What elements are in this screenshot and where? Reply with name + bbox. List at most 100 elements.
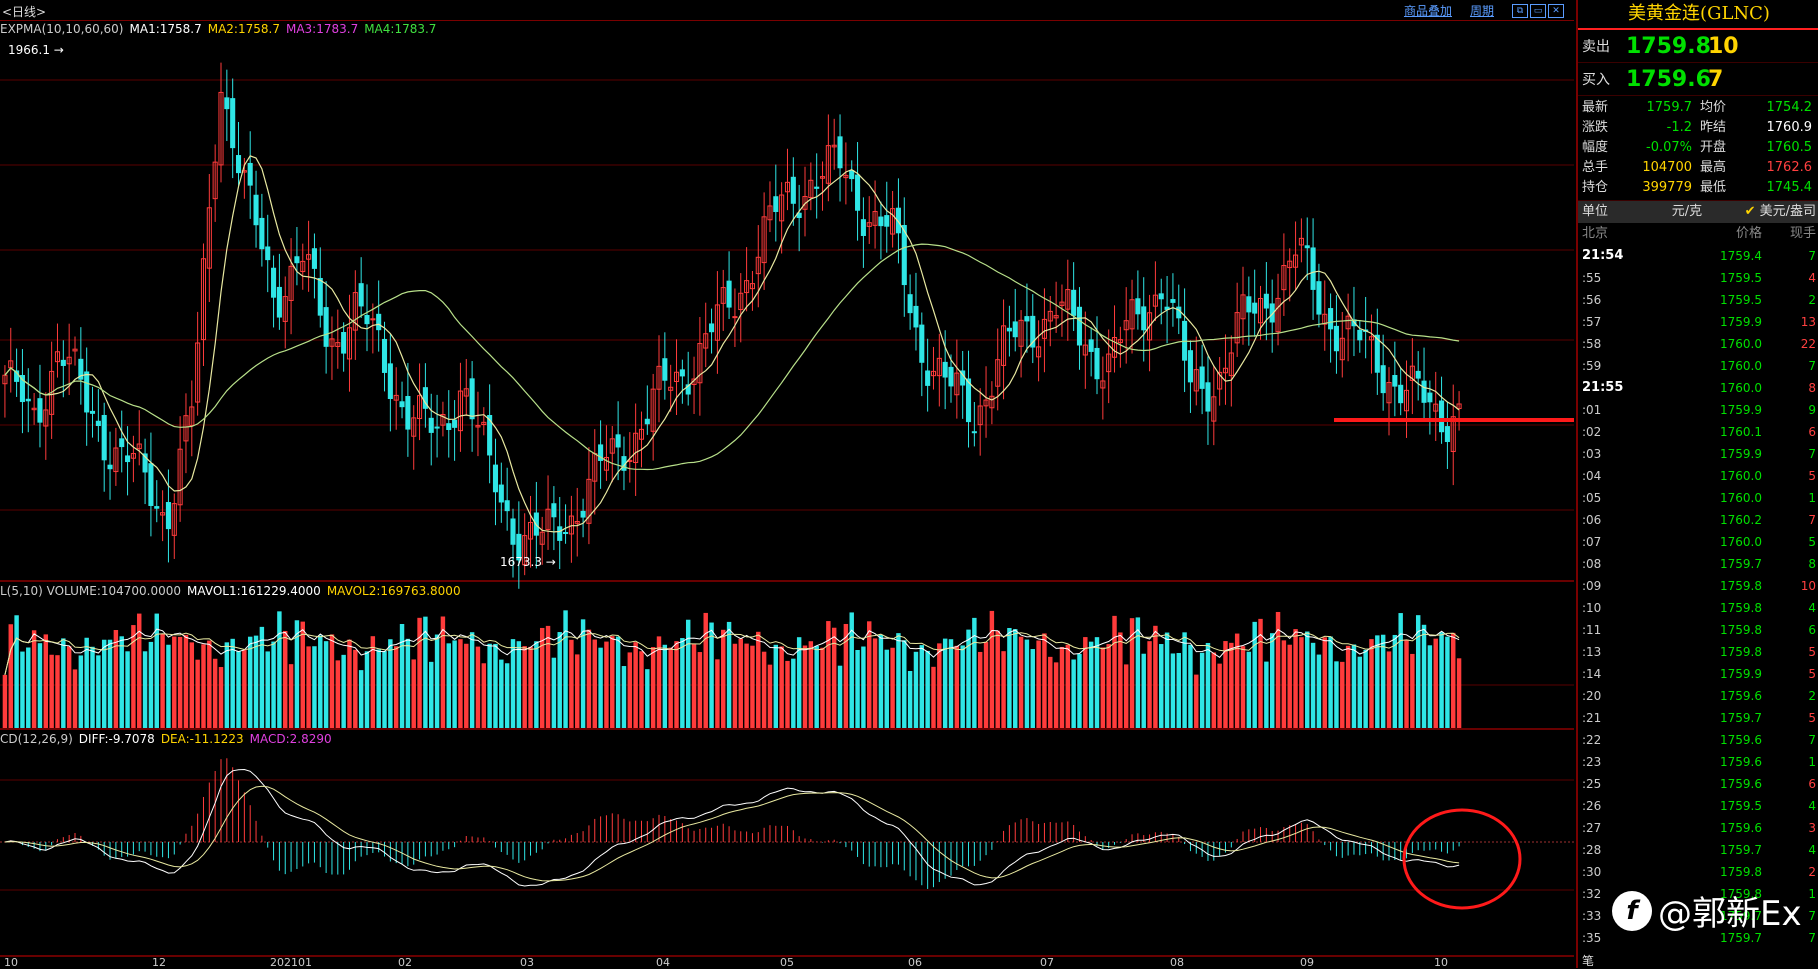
- cycle-label[interactable]: <日线>: [2, 5, 47, 19]
- stat-row: 最新 1759.7 均价 1754.2: [1582, 98, 1816, 118]
- stat-row: 总手 104700 最高 1762.6: [1582, 158, 1816, 178]
- candle-body: [965, 378, 972, 423]
- candle-body: [551, 503, 557, 518]
- candle-body: [1106, 353, 1112, 373]
- tick-row[interactable]: :11 1759.8 6: [1578, 619, 1818, 641]
- volume-bar: [212, 658, 218, 728]
- kline-chart-area[interactable]: 1966.1 → 1673.3 → 10 12 202101 02 03 04 05 06 07 0…: [0, 0, 1574, 968]
- tick-row[interactable]: :28 1759.7 4: [1578, 839, 1818, 861]
- close-icon[interactable]: ✕: [1548, 3, 1564, 18]
- candle-body: [60, 359, 66, 366]
- tick-row[interactable]: :30 1759.8 2: [1578, 861, 1818, 883]
- volume-bar: [1269, 633, 1275, 728]
- tick-row[interactable]: :57 1759.9 13: [1578, 311, 1818, 333]
- candle-body: [633, 432, 639, 464]
- tick-qty: 13: [1800, 315, 1816, 329]
- tick-row[interactable]: :08 1759.7 8: [1578, 553, 1818, 575]
- kline-chart[interactable]: 1966.1 → 1673.3 → 10 12 202101 02 03 04 05 06 07 0…: [0, 0, 1574, 968]
- volume-bar: [849, 612, 854, 728]
- instrument-title: 美黄金连(GLNC): [1578, 0, 1818, 30]
- tick-row[interactable]: :02 1760.1 6: [1578, 421, 1818, 443]
- tick-time: :22: [1582, 733, 1602, 747]
- tick-row[interactable]: :26 1759.5 4: [1578, 795, 1818, 817]
- tick-row[interactable]: :59 1760.0 7: [1578, 355, 1818, 377]
- candle-body: [977, 405, 983, 426]
- candle-body: [1322, 313, 1328, 325]
- unit-cny[interactable]: 元/克: [1671, 204, 1703, 219]
- tick-time: :58: [1582, 337, 1602, 351]
- tick-row[interactable]: :32 1759.8 1: [1578, 883, 1818, 905]
- tick-row[interactable]: :22 1759.6 7: [1578, 729, 1818, 751]
- tick-row[interactable]: :03 1759.9 7: [1578, 443, 1818, 465]
- candle-body: [475, 425, 481, 428]
- tick-row[interactable]: :20 1759.6 2: [1578, 685, 1818, 707]
- volume-bar: [148, 641, 154, 728]
- buy-row[interactable]: 买入 1759.6 7: [1578, 63, 1818, 96]
- volume-bar: [1427, 645, 1433, 728]
- tick-qty: 1: [1808, 887, 1816, 901]
- candle-body: [1170, 299, 1176, 303]
- candle-body: [901, 225, 907, 286]
- volume-bar: [37, 643, 43, 728]
- candle-body: [235, 155, 242, 174]
- volume-bar: [230, 638, 235, 728]
- volume-bar: [598, 647, 603, 728]
- candle-body: [790, 176, 796, 204]
- candle-body: [855, 174, 861, 211]
- tick-row[interactable]: :07 1760.0 5: [1578, 531, 1818, 553]
- split-icon[interactable]: ▭: [1530, 3, 1546, 18]
- tick-list[interactable]: 21:54 1759.4 7:55 1759.5 4:56 1759.5 2:57 1759.…: [1578, 245, 1818, 949]
- volume-bar: [820, 647, 825, 728]
- mavol1-label: MAVOL1:161229.4000: [187, 584, 321, 598]
- candle-body: [492, 464, 499, 493]
- tick-row[interactable]: :27 1759.6 3: [1578, 817, 1818, 839]
- tick-row[interactable]: :35 1759.7 7: [1578, 927, 1818, 949]
- tick-row[interactable]: :33 1759.7 7: [1578, 905, 1818, 927]
- candle-body: [463, 388, 469, 397]
- tick-row[interactable]: :55 1759.5 4: [1578, 267, 1818, 289]
- candle-body: [1018, 319, 1024, 347]
- tick-row[interactable]: 21:55 1760.0 8: [1578, 377, 1818, 399]
- tick-time: :03: [1582, 447, 1602, 461]
- mavol2-label: MAVOL2:169763.8000: [326, 584, 461, 598]
- candle-body: [224, 97, 230, 110]
- candle-body: [1176, 306, 1182, 319]
- tick-qty: 7: [1808, 733, 1816, 747]
- period-link[interactable]: 周期: [1469, 4, 1494, 18]
- overlay-link[interactable]: 商品叠加: [1403, 4, 1452, 18]
- tick-qty: 5: [1808, 469, 1816, 483]
- volume-bar: [791, 658, 796, 728]
- restore-icon[interactable]: ⧉: [1512, 3, 1528, 18]
- candle-body: [66, 356, 72, 365]
- tick-row[interactable]: :01 1759.9 9: [1578, 399, 1818, 421]
- candle-body: [767, 205, 773, 221]
- volume-bar: [1205, 642, 1211, 728]
- tick-row[interactable]: :14 1759.9 5: [1578, 663, 1818, 685]
- candle-body: [1076, 306, 1083, 346]
- tick-row[interactable]: :23 1759.6 1: [1578, 751, 1818, 773]
- volume-bar: [1310, 642, 1316, 728]
- tick-row[interactable]: :13 1759.8 5: [1578, 641, 1818, 663]
- volume-bar: [604, 641, 609, 728]
- tick-row[interactable]: 21:54 1759.4 7: [1578, 245, 1818, 267]
- tick-row[interactable]: :05 1760.0 1: [1578, 487, 1818, 509]
- tick-row[interactable]: :06 1760.2 7: [1578, 509, 1818, 531]
- tick-row[interactable]: :10 1759.8 4: [1578, 597, 1818, 619]
- tick-row[interactable]: :56 1759.5 2: [1578, 289, 1818, 311]
- tick-row[interactable]: :25 1759.6 6: [1578, 773, 1818, 795]
- candle-body: [177, 448, 183, 506]
- tick-row[interactable]: :21 1759.7 5: [1578, 707, 1818, 729]
- candle-body: [364, 315, 370, 325]
- candle-body: [907, 294, 913, 314]
- tick-row[interactable]: :04 1760.0 5: [1578, 465, 1818, 487]
- volume-bar: [242, 650, 247, 728]
- sell-row[interactable]: 卖出 1759.8 10: [1578, 30, 1818, 63]
- volume-bar: [364, 651, 370, 728]
- tick-row[interactable]: :09 1759.8 10: [1578, 575, 1818, 597]
- candle-body: [1345, 315, 1351, 330]
- unit-usd-option[interactable]: ✔ 美元/盎司: [1732, 201, 1818, 223]
- candle-body: [107, 464, 113, 470]
- volume-bar: [1363, 649, 1368, 728]
- candle-body: [469, 378, 475, 420]
- tick-row[interactable]: :58 1760.0 22: [1578, 333, 1818, 355]
